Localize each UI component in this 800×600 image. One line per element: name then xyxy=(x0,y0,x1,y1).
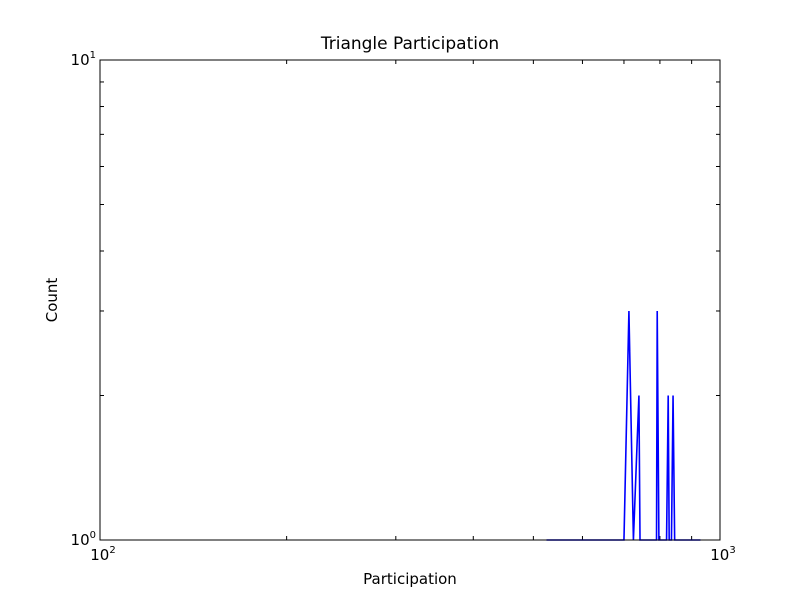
x-axis-label: Participation xyxy=(363,570,457,588)
x-tick-label: 102 xyxy=(90,545,115,564)
series-line xyxy=(546,310,701,541)
chart-title: Triangle Participation xyxy=(320,34,500,54)
x-tick-label: 103 xyxy=(710,545,735,564)
plot-frame xyxy=(99,59,721,541)
y-tick-label: 100 xyxy=(71,530,96,549)
y-tick-label: 101 xyxy=(71,50,96,69)
